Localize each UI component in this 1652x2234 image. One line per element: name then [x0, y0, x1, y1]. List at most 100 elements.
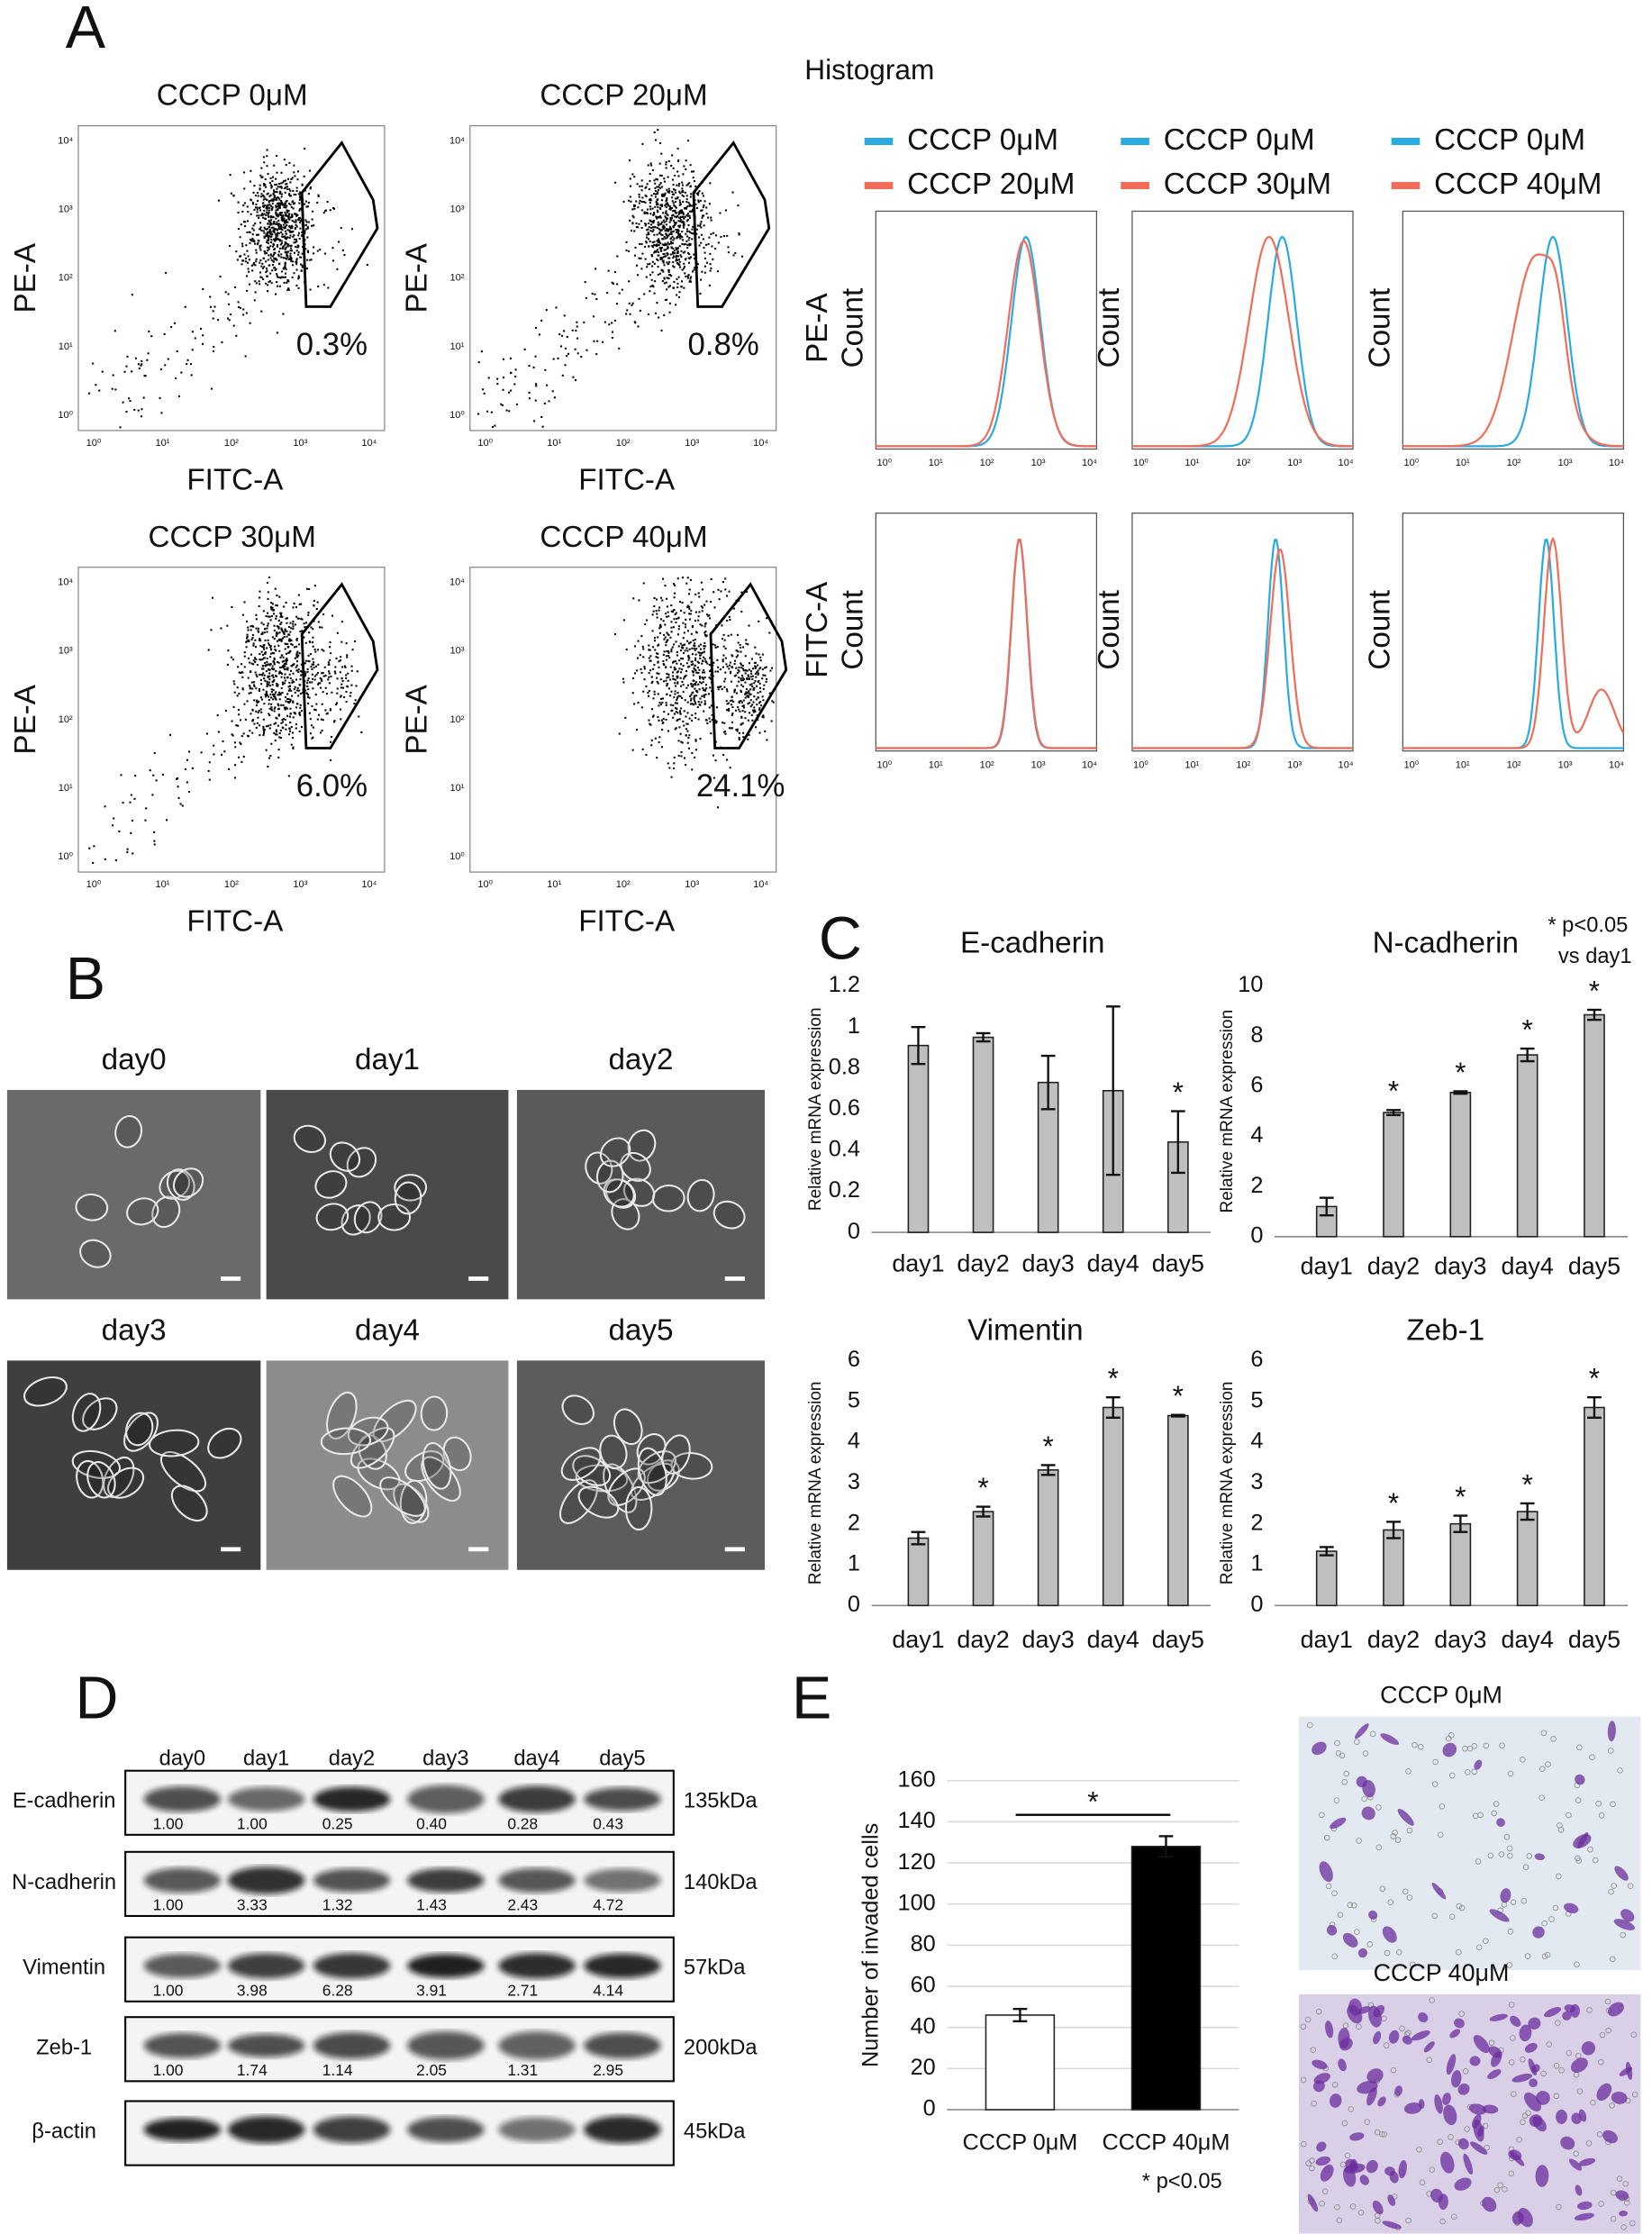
event-dot [661, 204, 664, 206]
stained-cell [1349, 2132, 1365, 2141]
event-dot [715, 721, 718, 723]
event-dot [658, 238, 660, 241]
event-dot [645, 241, 648, 243]
x-tick-label: 10³ [1287, 458, 1302, 468]
event-dot [249, 180, 251, 183]
event-dot [285, 164, 287, 167]
event-dot [258, 280, 260, 283]
event-dot [240, 742, 242, 745]
event-dot [654, 186, 657, 189]
event-dot [277, 724, 279, 727]
event-dot [314, 665, 318, 667]
event-dot [663, 264, 666, 267]
event-dot [294, 238, 296, 241]
event-dot [330, 740, 332, 743]
event-dot [276, 682, 278, 685]
event-dot [654, 189, 657, 192]
event-dot [309, 259, 312, 261]
event-dot [251, 720, 254, 722]
x-tick-label: 10⁴ [361, 879, 377, 890]
event-dot [275, 217, 277, 220]
event-dot [126, 355, 129, 358]
event-dot [299, 706, 302, 709]
event-dot [654, 139, 658, 141]
event-dot [654, 737, 657, 740]
x-tick-label: day5 [1568, 1253, 1620, 1280]
event-dot [728, 664, 731, 667]
event-dot [713, 591, 715, 594]
event-dot [621, 288, 623, 291]
event-dot [287, 243, 290, 246]
x-tick-label: day3 [1434, 1253, 1486, 1280]
event-dot [285, 728, 287, 731]
event-dot [697, 651, 700, 654]
event-dot [296, 703, 299, 705]
event-dot [637, 274, 640, 277]
event-dot [731, 706, 734, 709]
event-dot [291, 737, 294, 740]
event-dot [268, 672, 271, 675]
micrograph [516, 1089, 766, 1300]
y-axis-label: PE-A [9, 684, 42, 754]
event-dot [286, 188, 289, 191]
event-dot [677, 628, 680, 631]
event-dot [260, 667, 263, 670]
event-dot [644, 201, 647, 204]
event-dot [264, 628, 267, 631]
band-quantification: 1.32 [322, 1895, 353, 1913]
event-dot [269, 257, 272, 259]
event-dot [275, 268, 277, 270]
event-dot [285, 247, 287, 250]
event-dot [667, 274, 670, 277]
event-dot [745, 642, 748, 645]
event-dot [684, 242, 686, 245]
x-tick-label: 10² [224, 438, 239, 449]
event-dot [309, 187, 312, 190]
event-dot [694, 611, 697, 613]
event-dot [299, 195, 302, 198]
event-dot [297, 253, 300, 256]
event-dot [270, 219, 273, 222]
event-dot [709, 677, 712, 680]
x-tick-label: 10⁴ [1339, 759, 1354, 770]
event-dot [300, 218, 303, 221]
event-dot [285, 667, 287, 670]
event-dot [509, 357, 512, 359]
event-dot [607, 269, 610, 272]
y-tick-label: 120 [898, 1849, 936, 1875]
event-dot [312, 736, 314, 739]
stained-cell [1531, 2064, 1540, 2073]
event-dot [740, 701, 744, 704]
event-dot [654, 195, 657, 198]
event-dot [295, 639, 298, 641]
pore [1487, 1852, 1494, 1859]
event-dot [274, 706, 277, 709]
pore [1405, 2217, 1411, 2224]
pore [1574, 1961, 1580, 1967]
event-dot [671, 178, 674, 181]
event-dot [696, 224, 699, 227]
pore [1448, 2134, 1454, 2140]
event-dot [244, 260, 247, 263]
event-dot [618, 732, 621, 735]
band [143, 1867, 222, 1893]
x-tick-label: 10³ [1558, 759, 1573, 770]
event-dot [290, 215, 293, 218]
event-dot [745, 691, 748, 694]
pore [1483, 1742, 1490, 1749]
event-dot [655, 652, 658, 655]
event-dot [288, 194, 291, 196]
event-dot [653, 292, 656, 295]
event-dot [300, 663, 303, 666]
event-dot [274, 251, 277, 254]
event-dot [576, 321, 578, 323]
event-dot [751, 719, 754, 722]
event-dot [141, 363, 143, 366]
event-dot [672, 239, 675, 241]
event-dot [708, 664, 711, 667]
stained-cell [1578, 2109, 1587, 2122]
event-dot [765, 680, 767, 683]
event-dot [291, 213, 294, 216]
event-dot [238, 671, 241, 674]
event-dot [275, 634, 278, 637]
